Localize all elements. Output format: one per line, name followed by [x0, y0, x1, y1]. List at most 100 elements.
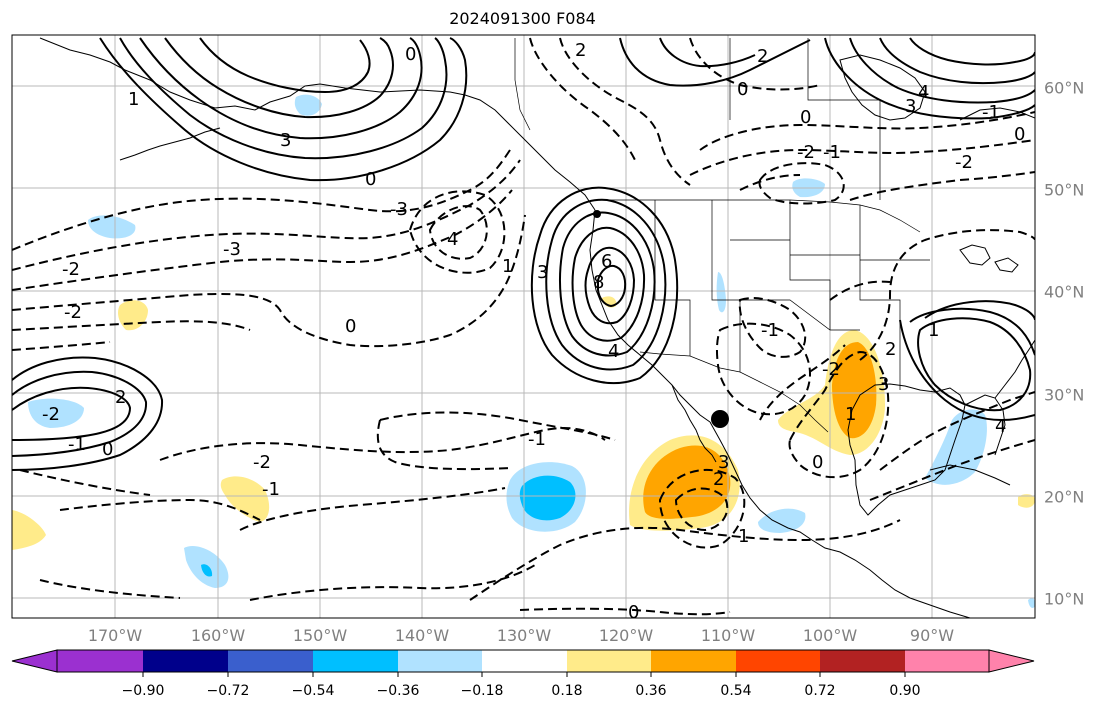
contour-label: -2 — [822, 359, 840, 380]
contour-label: -1 — [982, 102, 1000, 123]
plot-area: 2 2 0 1 3 0 4 3 -3 4 -3 -2 0 -2 -1 -2 0 … — [12, 35, 1035, 623]
colorbar-frame — [56, 649, 990, 673]
contour-neg-canada-low — [758, 162, 845, 205]
contour-high-gulf-2 — [899, 319, 1035, 421]
contour-label: 1 — [845, 404, 856, 425]
contour-neg-subtropics-1 — [159, 427, 606, 461]
lon-label: 90°W — [909, 626, 955, 645]
contour-label: 4 — [995, 416, 1006, 437]
contour-neg-gulf-2 — [759, 344, 846, 421]
coastline-cuba — [929, 464, 1011, 486]
contour-neg-pacific-1 — [12, 149, 511, 251]
contour-neg-pacific-low — [428, 205, 488, 260]
coastline-great-lakes — [959, 244, 1019, 273]
positive-anomaly-pacific-2 — [220, 476, 270, 522]
contour-label: -2 — [797, 142, 815, 163]
contour-alaska-1 — [99, 37, 468, 182]
contour-label: 2 — [885, 339, 896, 360]
positive-anomaly-mexico-west-core — [643, 445, 731, 519]
contour-neg-pacific-6 — [12, 341, 111, 351]
contour-high-west-coast-5 — [584, 246, 636, 325]
contour-label: 2 — [115, 387, 126, 408]
contour-label: 0 — [812, 452, 823, 473]
political-borders — [514, 38, 930, 433]
dashed-contours — [12, 37, 1035, 616]
colorbar-swatch — [567, 650, 651, 672]
contour-label: -1 — [528, 429, 546, 450]
colorbar-swatch — [398, 650, 482, 672]
positive-anomaly-atlantic — [1018, 494, 1035, 508]
colorbar-tick-label: 0.54 — [720, 683, 752, 699]
contour-label: 0 — [102, 439, 113, 460]
border-state-3 — [789, 200, 831, 330]
map-title: 2024091300 F084 — [449, 9, 596, 28]
border-us-canada — [595, 199, 921, 233]
contour-label: 3 — [718, 452, 729, 473]
colorbar-tick-label: 0.90 — [889, 683, 921, 699]
positive-anomaly-pacific-1 — [118, 300, 148, 331]
contour-label: -3 — [223, 239, 241, 260]
contour-neg-subtropics-6 — [19, 469, 151, 496]
lon-label: 100°W — [802, 626, 858, 645]
colorbar-tick-label: 0.36 — [635, 683, 667, 699]
coastline-aleutians — [119, 127, 221, 161]
contour-label: 0 — [800, 107, 811, 128]
contour-label: -1 — [262, 479, 280, 500]
contour-neg-east-4 — [829, 280, 891, 301]
contour-label: 0 — [345, 316, 356, 337]
colorbar-swatch — [228, 650, 313, 672]
contour-north-2 — [659, 37, 756, 68]
contour-canada-4 — [909, 37, 1035, 66]
contour-high-west-coast-3 — [559, 211, 656, 357]
contour-label: 1 — [928, 320, 939, 341]
contour-neg-south-4 — [39, 579, 181, 599]
colorbar-swatch — [313, 650, 398, 672]
contour-neg-mexico-low — [674, 487, 729, 532]
location-marker-baja — [711, 410, 729, 428]
coastline-hudson-bay — [839, 54, 926, 121]
contour-alaska-2 — [119, 37, 448, 160]
lon-label: 160°W — [190, 626, 246, 645]
contour-neg-subtropics-2 — [379, 411, 616, 441]
contour-label: 6 — [601, 251, 612, 272]
contour-alaska-4 — [164, 37, 394, 119]
contour-neg-canada-1 — [699, 111, 1035, 151]
lat-label: 30°N — [1044, 385, 1085, 405]
colorbar-extend-right — [988, 649, 1035, 673]
lat-label: 40°N — [1044, 282, 1085, 302]
graticule — [12, 35, 1035, 618]
positive-anomaly-west-edge — [12, 510, 46, 550]
contour-neg-mexico-plateau — [738, 297, 807, 358]
contour-high-west-coast-2 — [545, 198, 667, 371]
contour-high-west-coast-4 — [571, 226, 646, 342]
contour-neg-mexico-plateau-2 — [715, 322, 811, 416]
contour-neg-east-3 — [869, 439, 1035, 501]
contour-high-gulf-4 — [917, 317, 1032, 412]
colorbar-tick-label: 0.72 — [804, 683, 836, 699]
contour-high-west-coast-6 — [597, 264, 627, 308]
contour-label: 0 — [1014, 124, 1025, 145]
coastline-alaska — [39, 37, 596, 211]
contour-high-pacific-2 — [12, 370, 148, 457]
contour-label: -2 — [62, 259, 80, 280]
lon-label: 120°W — [598, 626, 654, 645]
contour-neg-east-1 — [859, 229, 1035, 361]
contour-label: -2 — [955, 152, 973, 173]
contour-north-1 — [619, 37, 811, 87]
contour-label: -2 — [64, 302, 82, 323]
contour-label: 0 — [628, 602, 639, 623]
contour-neg-mexico-low-2 — [658, 468, 746, 549]
map-frame — [11, 34, 1036, 619]
contour-neg-canada-3 — [739, 174, 801, 191]
coastline-baja — [671, 384, 717, 463]
colorbar-swatch — [482, 650, 567, 672]
contour-neg-gulf-1 — [788, 350, 890, 479]
border-state-1 — [654, 200, 691, 356]
contour-neg-south-3 — [519, 607, 731, 616]
lat-label: 10°N — [1044, 589, 1085, 609]
contour-label: -1 — [761, 320, 779, 341]
contour-label: -1 — [823, 142, 841, 163]
contour-high-west-coast-1 — [530, 186, 679, 385]
colorbar-swatch — [820, 650, 905, 672]
location-marker-seattle — [593, 210, 601, 218]
